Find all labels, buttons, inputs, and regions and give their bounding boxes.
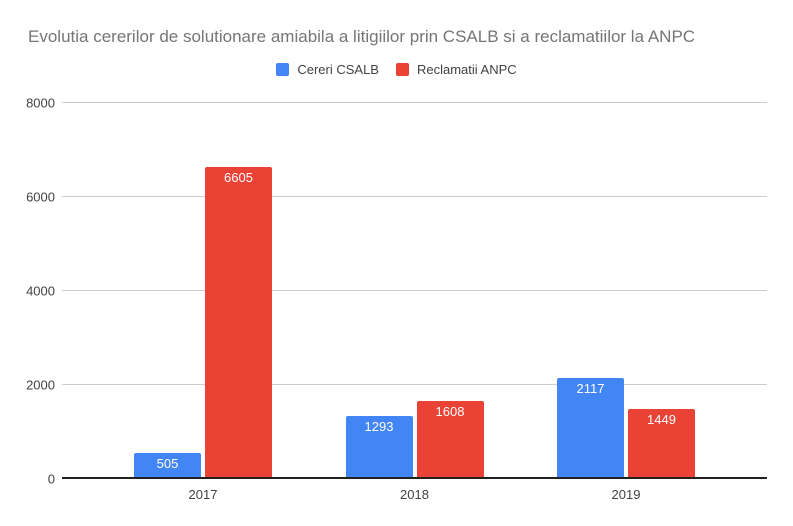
plot-area: 505 6605 1293 1608 2117 1449 [62,101,767,479]
bar-cereri-csalb-2019: 2117 [557,377,624,477]
bar-group-2017: 505 6605 [134,101,272,477]
y-tick-label-2000: 2000 [26,377,55,393]
legend-label-cereri-csalb: Cereri CSALB [297,62,379,77]
y-axis: 0 2000 4000 6000 8000 [0,96,55,487]
bar-group-2019: 2117 1449 [557,101,695,477]
x-tick-label-2018: 2018 [400,487,429,502]
x-axis-baseline [62,477,767,479]
x-tick-label-2017: 2017 [188,487,218,502]
gridline-4000 [62,290,767,291]
x-tick-label-2019: 2019 [611,487,641,502]
y-tick-label-0: 0 [47,471,55,487]
bar-reclamatii-anpc-2019: 1449 [628,408,695,477]
bar-reclamatii-anpc-2017: 6605 [205,166,272,477]
bar-value-label-reclamatii-anpc-2019: 1449 [647,411,676,427]
chart-title: Evolutia cererilor de solutionare amiabi… [28,27,696,46]
y-tick-label-6000: 6000 [26,189,55,205]
bar-value-label-cereri-csalb-2017: 505 [156,456,179,472]
bar-value-label-cereri-csalb-2018: 1293 [364,419,394,435]
bar-value-label-reclamatii-anpc-2017: 6605 [224,169,253,185]
bar-group-2018: 1293 1608 [345,101,484,477]
legend-item-reclamatii-anpc: Reclamatii ANPC [395,62,517,77]
bar-value-label-cereri-csalb-2019: 2117 [576,380,605,396]
bar-cereri-csalb-2017: 505 [134,453,201,477]
legend-swatch-blue-icon [276,63,290,76]
bar-value-label-reclamatii-anpc-2018: 1608 [435,404,465,420]
x-axis: 2017 2018 2019 [62,487,767,505]
legend-label-reclamatii-anpc: Reclamatii ANPC [416,62,517,77]
y-tick-label-4000: 4000 [26,283,55,299]
gridline-8000 [62,102,767,103]
gridline-2000 [62,384,767,385]
y-tick-label-8000: 8000 [26,95,55,111]
legend-swatch-red-icon [395,63,409,76]
legend: Cereri CSALB Reclamatii ANPC [0,62,793,77]
gridline-6000 [62,196,767,197]
bar-reclamatii-anpc-2018: 1608 [416,401,484,477]
legend-item-cereri-csalb: Cereri CSALB [276,62,379,77]
bar-cereri-csalb-2018: 1293 [345,416,413,477]
